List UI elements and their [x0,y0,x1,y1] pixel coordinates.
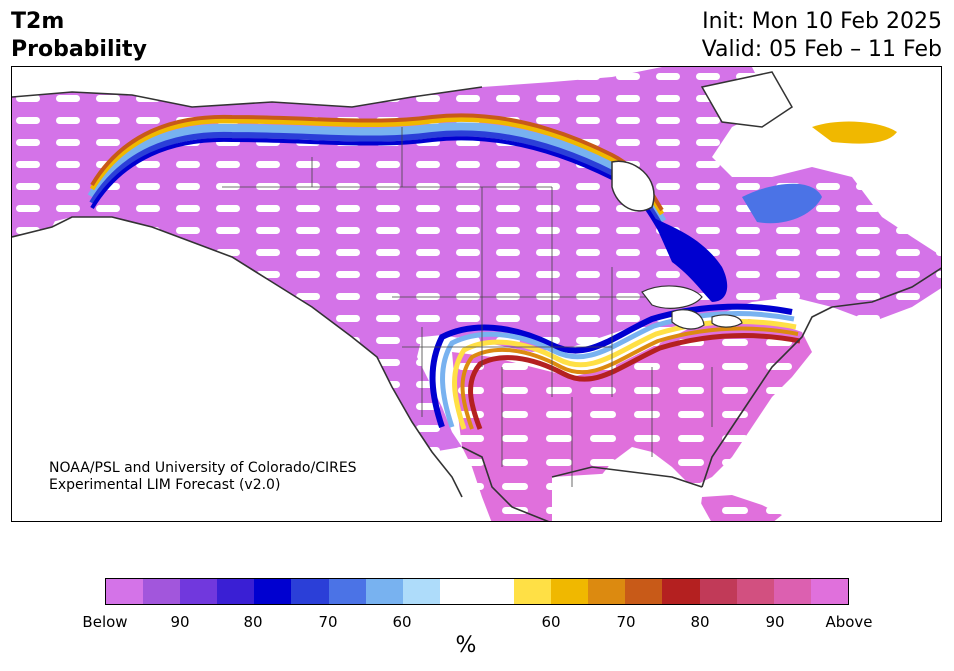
colorbar-tick: 90 [765,613,785,631]
colorbar-swatch [254,579,292,604]
colorbar-swatch [736,579,774,604]
colorbar-swatch [365,579,403,604]
above-gradient-band [460,326,799,430]
above-gradient-band [89,116,665,216]
colorbar-swatch [328,579,366,604]
northern-waters [700,71,793,128]
colorbar-tick: Above [825,613,873,631]
colorbar-tick: 60 [392,613,412,631]
cold-core [652,217,728,302]
credit-line-1: NOAA/PSL and University of Colorado/CIRE… [49,460,357,476]
credit-line-2: Experimental LIM Forecast (v2.0) [49,477,281,493]
colorbar-swatch [217,579,255,604]
map-panel [11,66,942,522]
colorbar-swatch [588,579,626,604]
colorbar-swatch [810,579,848,604]
colorbar-tick: 80 [243,613,263,631]
colorbar-tick: Below [82,613,128,631]
colorbar-tick: 90 [170,613,190,631]
colorbar [105,578,849,605]
colorbar-swatch [514,579,552,604]
above-gradient-band [90,113,664,212]
map-title: T2m Probability [11,8,147,64]
valid-range: Valid: 05 Feb – 11 Feb [701,37,942,62]
colorbar-swatch [551,579,589,604]
colorbar-tick: 70 [318,613,338,631]
cold-core [742,183,822,224]
colorbar-tick: 80 [690,613,710,631]
warm-core [812,121,897,144]
state-borders [222,127,713,487]
below-region [12,67,941,452]
colorbar-swatch [180,579,218,604]
colorbar-swatch [773,579,811,604]
colorbar-swatch [402,579,440,604]
caribbean-region [700,495,782,521]
north-america-map [12,67,941,521]
colorbar-swatch [439,579,477,604]
colorbar-tick: 60 [541,613,561,631]
hudson-bay [611,160,655,212]
above-region [452,317,812,521]
great-lakes [641,285,743,330]
credit-text: NOAA/PSL and University of Colorado/CIRE… [49,460,357,494]
colorbar-swatch [625,579,663,604]
colorbar-swatch [476,579,515,604]
colorbar-swatch [291,579,329,604]
variable-label: T2m [11,9,65,34]
forecast-dates: Init: Mon 10 Feb 2025 Valid: 05 Feb – 11… [702,8,942,64]
product-label: Probability [11,37,147,62]
coastlines [12,86,941,521]
colorbar-swatch [106,579,144,604]
above-gradient-band [468,333,801,430]
colorbar-unit: % [455,633,477,658]
colorbar-tick: 70 [616,613,636,631]
colorbar-swatch [143,579,181,604]
colorbar-swatch [662,579,700,604]
gulf-waters [552,472,711,521]
colorbar-swatch [699,579,737,604]
init-date: Init: Mon 10 Feb 2025 [702,9,942,34]
pacific-ocean [12,217,462,521]
